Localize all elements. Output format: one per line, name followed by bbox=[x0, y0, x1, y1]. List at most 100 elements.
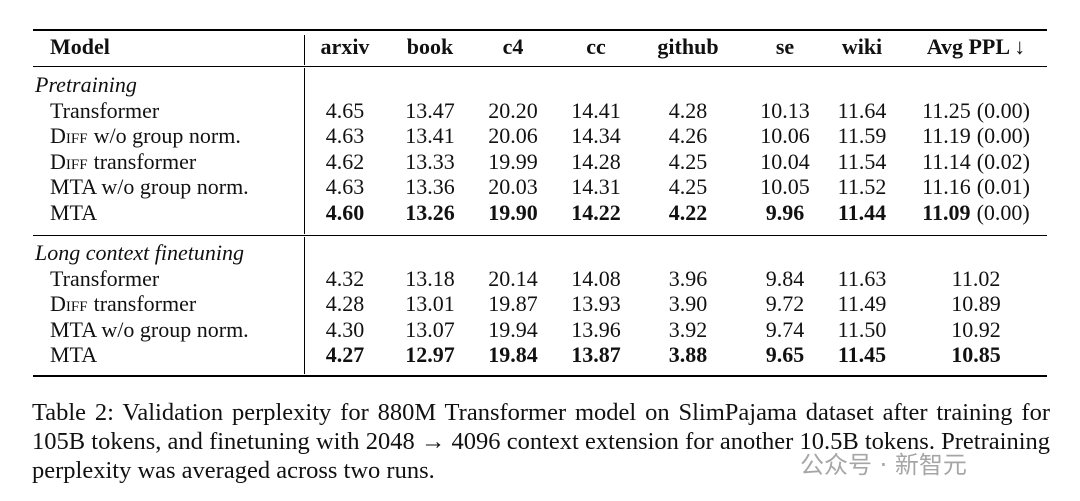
column-divider bbox=[304, 237, 305, 374]
model-text: Transformer bbox=[50, 98, 160, 123]
avg-cell: 10.92 bbox=[951, 317, 1001, 343]
avg-std: (0.00) bbox=[976, 199, 1030, 225]
value-cell: 13.96 bbox=[571, 316, 621, 342]
value-cell: 11.59 bbox=[837, 123, 887, 149]
model-text: transformer bbox=[93, 148, 197, 174]
model-name: MTA w/o group norm. bbox=[50, 317, 249, 343]
value-cell: 14.28 bbox=[571, 148, 621, 174]
value-cell: 11.63 bbox=[837, 266, 887, 291]
value-cell: 14.22 bbox=[571, 199, 621, 225]
value-cell: 4.25 bbox=[668, 174, 708, 200]
value-cell: 13.87 bbox=[571, 342, 621, 368]
model-text: MTA bbox=[50, 342, 98, 368]
caption: Table 2: Validation perplexity for 880M … bbox=[32, 399, 1050, 484]
avg-cell: 11.09 (0.00) bbox=[922, 200, 1029, 226]
top-rule bbox=[33, 29, 1047, 31]
value-cell: 3.90 bbox=[668, 291, 708, 317]
model-text: MTA bbox=[50, 199, 98, 225]
value-cell: 3.96 bbox=[668, 266, 708, 291]
value-cell: 14.08 bbox=[571, 266, 621, 291]
value-cell: 11.50 bbox=[837, 316, 887, 342]
column-header: github bbox=[657, 34, 719, 59]
value-cell: 11.64 bbox=[837, 98, 887, 123]
column-header: arxiv bbox=[320, 34, 370, 59]
value-cell: 9.84 bbox=[765, 266, 805, 291]
value-cell: 11.52 bbox=[837, 174, 887, 200]
avg-value: 11.16 bbox=[922, 174, 971, 200]
value-cell: 11.49 bbox=[837, 291, 887, 317]
model-name: MTA w/o group norm. bbox=[50, 174, 249, 200]
value-cell: 9.74 bbox=[765, 316, 805, 342]
model-prefix: Diff bbox=[50, 291, 88, 317]
avg-std: (0.00) bbox=[976, 98, 1030, 123]
value-cell: 11.45 bbox=[837, 342, 887, 368]
value-cell: 19.87 bbox=[488, 291, 538, 317]
avg-value: 10.92 bbox=[951, 316, 1001, 342]
avg-value: 10.85 bbox=[951, 342, 1001, 368]
avg-cell: 11.02 bbox=[952, 266, 1001, 292]
value-cell: 13.36 bbox=[405, 174, 455, 200]
model-name: Transformer bbox=[50, 266, 159, 292]
value-cell: 13.33 bbox=[405, 148, 455, 174]
value-cell: 4.25 bbox=[668, 148, 708, 174]
value-cell: 19.94 bbox=[488, 316, 538, 342]
avg-value: 11.14 bbox=[922, 148, 971, 174]
value-cell: 20.03 bbox=[488, 174, 538, 200]
avg-cell: 11.16 (0.01) bbox=[922, 174, 1030, 200]
model-name: Transformer bbox=[50, 98, 159, 124]
column-header: wiki bbox=[841, 34, 883, 59]
value-cell: 9.65 bbox=[765, 342, 805, 368]
avg-cell: 10.85 bbox=[951, 342, 1001, 368]
watermark: 公众号 · 新智元 bbox=[800, 451, 967, 479]
value-cell: 13.47 bbox=[405, 98, 455, 123]
column-header: c4 bbox=[502, 34, 524, 59]
column-divider bbox=[304, 35, 305, 65]
avg-value: 11.19 bbox=[922, 123, 971, 149]
value-cell: 3.88 bbox=[668, 342, 708, 368]
value-cell: 11.54 bbox=[837, 148, 887, 174]
model-text: Transformer bbox=[50, 266, 160, 291]
bottom-rule bbox=[33, 375, 1047, 377]
avg-std: (0.02) bbox=[976, 148, 1030, 174]
column-header: se bbox=[775, 34, 795, 59]
value-cell: 10.05 bbox=[760, 174, 810, 200]
value-cell: 4.63 bbox=[325, 174, 365, 200]
value-cell: 20.20 bbox=[488, 98, 538, 123]
column-header: book bbox=[406, 34, 454, 59]
value-cell: 14.31 bbox=[571, 174, 621, 200]
value-cell: 9.72 bbox=[765, 291, 805, 317]
section-title: Long context finetuning bbox=[35, 240, 244, 265]
column-header: Avg PPL ↓ bbox=[926, 34, 1026, 59]
avg-value: 10.89 bbox=[951, 291, 1001, 317]
value-cell: 19.84 bbox=[488, 342, 538, 368]
avg-value: 11.02 bbox=[951, 266, 1001, 291]
value-cell: 4.62 bbox=[325, 148, 365, 174]
section-rule bbox=[33, 235, 1047, 236]
model-name: Diff transformer bbox=[50, 291, 196, 317]
header-rule bbox=[33, 66, 1047, 67]
section-title: Pretraining bbox=[35, 72, 137, 97]
value-cell: 4.26 bbox=[668, 123, 708, 149]
value-cell: 13.93 bbox=[571, 291, 621, 317]
model-text: MTA w/o group norm. bbox=[50, 316, 249, 342]
value-cell: 10.04 bbox=[760, 148, 810, 174]
model-text: w/o group norm. bbox=[93, 123, 241, 149]
model-name: Diff transformer bbox=[50, 149, 196, 175]
column-header: cc bbox=[586, 34, 606, 59]
value-cell: 14.41 bbox=[571, 98, 621, 123]
value-cell: 20.14 bbox=[488, 266, 538, 291]
model-name: MTA bbox=[50, 200, 97, 226]
value-cell: 13.01 bbox=[405, 291, 455, 317]
value-cell: 4.65 bbox=[325, 98, 365, 123]
avg-cell: 11.25 (0.00) bbox=[922, 98, 1030, 124]
avg-cell: 10.89 bbox=[951, 291, 1001, 317]
avg-cell: 11.14 (0.02) bbox=[922, 149, 1030, 175]
value-cell: 10.13 bbox=[760, 98, 810, 123]
value-cell: 19.99 bbox=[488, 148, 538, 174]
avg-value: 11.09 bbox=[922, 199, 971, 225]
avg-cell: 11.19 (0.00) bbox=[922, 123, 1030, 149]
value-cell: 4.27 bbox=[325, 342, 365, 368]
model-text: transformer bbox=[93, 291, 197, 317]
model-text: MTA w/o group norm. bbox=[50, 174, 249, 200]
value-cell: 4.32 bbox=[325, 266, 365, 291]
